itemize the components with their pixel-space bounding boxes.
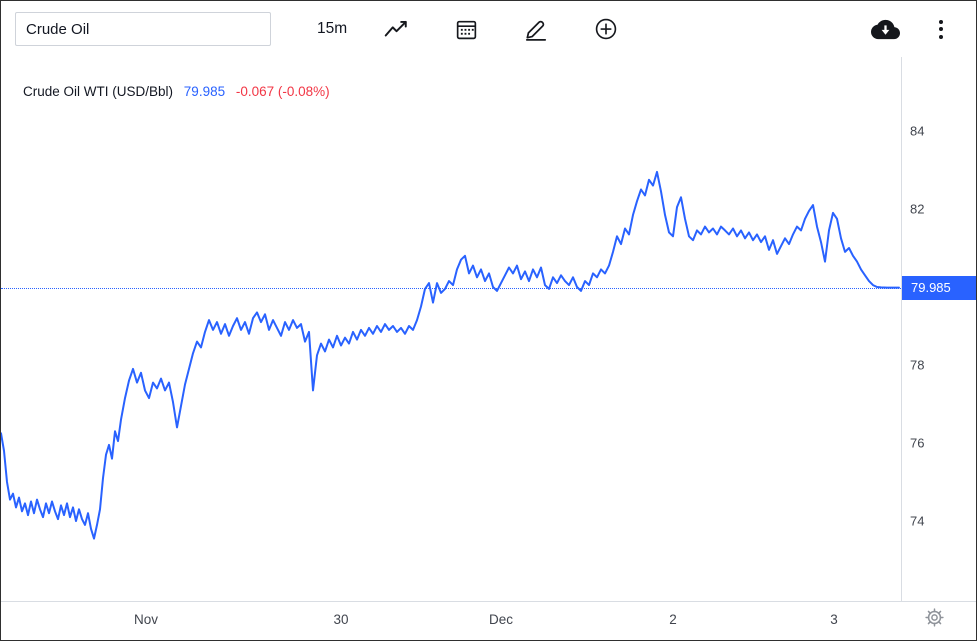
symbol-input[interactable] xyxy=(15,12,271,46)
time-axis[interactable]: Nov 30 Dec 2 3 xyxy=(1,601,901,640)
time-axis-label: Dec xyxy=(488,612,514,627)
price-tag-value: 79.985 xyxy=(911,280,951,295)
price-axis-border xyxy=(901,57,902,601)
price-axis-label: 76 xyxy=(910,435,925,451)
price-axis-label: 84 xyxy=(910,123,925,139)
pencil-icon xyxy=(526,20,547,41)
legend-title: Crude Oil WTI (USD/Bbl) xyxy=(23,84,174,99)
chart-type-button[interactable] xyxy=(375,8,417,50)
time-axis-label: 2 xyxy=(669,612,677,627)
time-axis-label: Nov xyxy=(133,612,159,627)
price-axis[interactable]: 84 82 78 76 74 xyxy=(901,1,976,601)
kebab-menu-icon xyxy=(939,19,943,39)
plus-circle-icon xyxy=(595,18,617,40)
price-axis-label: 78 xyxy=(910,357,925,373)
interval-selector[interactable]: 15m xyxy=(317,20,348,37)
settings-button[interactable] xyxy=(924,607,945,633)
line-chart-icon xyxy=(384,20,407,37)
toolbar: 15m xyxy=(1,1,976,57)
draw-button[interactable] xyxy=(515,8,557,50)
last-price-line xyxy=(1,288,901,289)
menu-button[interactable] xyxy=(920,8,962,50)
price-axis-label: 74 xyxy=(910,513,925,529)
calendar-icon xyxy=(456,20,476,39)
gear-icon xyxy=(925,608,944,627)
add-indicator-button[interactable] xyxy=(585,8,627,50)
cloud-download-icon xyxy=(870,19,900,39)
legend-price: 79.985 xyxy=(183,84,226,99)
download-button[interactable] xyxy=(864,8,906,50)
price-axis-label: 82 xyxy=(910,201,925,217)
price-line-series xyxy=(1,170,900,540)
time-axis-label: 3 xyxy=(830,612,838,627)
time-axis-border xyxy=(1,601,976,602)
legend-change: -0.067 (-0.08%) xyxy=(235,84,330,99)
date-range-button[interactable] xyxy=(445,8,487,50)
chart-legend: Crude Oil WTI (USD/Bbl) 79.985 -0.067 (-… xyxy=(23,84,330,99)
price-tag: 79.985 xyxy=(902,276,976,300)
time-axis-label: 30 xyxy=(333,612,349,627)
